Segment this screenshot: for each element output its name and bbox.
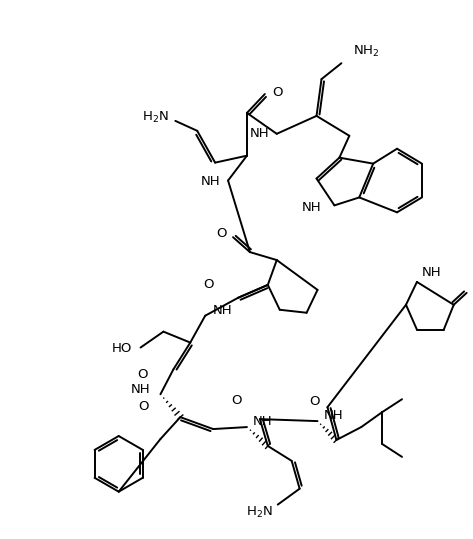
Text: O: O [309, 395, 319, 407]
Text: O: O [231, 393, 242, 407]
Text: NH$_2$: NH$_2$ [353, 44, 380, 59]
Text: O: O [217, 227, 227, 240]
Text: HO: HO [112, 342, 132, 355]
Text: NH: NH [422, 266, 441, 280]
Text: O: O [137, 368, 148, 381]
Text: NH: NH [201, 175, 220, 188]
Text: O: O [138, 400, 149, 413]
Text: NH: NH [213, 304, 233, 317]
Text: H$_2$N: H$_2$N [246, 505, 273, 520]
Text: NH: NH [250, 127, 270, 140]
Text: NH: NH [324, 409, 343, 421]
Text: O: O [272, 86, 282, 99]
Text: O: O [204, 279, 214, 292]
Text: NH: NH [131, 383, 150, 396]
Text: H$_2$N: H$_2$N [141, 110, 168, 126]
Text: NH: NH [253, 414, 272, 427]
Text: NH: NH [302, 201, 322, 214]
